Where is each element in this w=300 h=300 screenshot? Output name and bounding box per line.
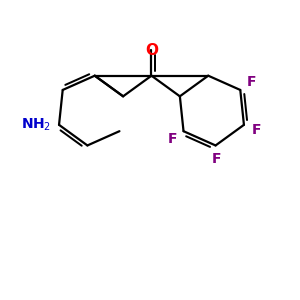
Text: O: O [145, 43, 158, 58]
Text: F: F [251, 123, 261, 137]
Text: F: F [168, 132, 178, 146]
Text: F: F [212, 152, 222, 166]
Text: NH$_2$: NH$_2$ [21, 117, 52, 133]
Text: F: F [246, 75, 256, 89]
